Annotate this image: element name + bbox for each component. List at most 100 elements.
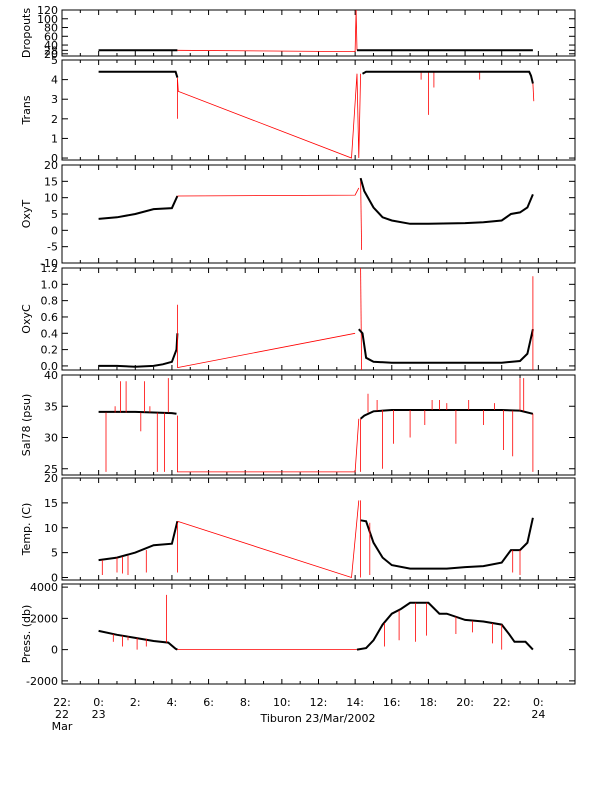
y-tick-label: 28 xyxy=(44,44,58,57)
y-tick-label: 3 xyxy=(51,93,58,106)
data-series-flagged xyxy=(177,415,360,473)
x-tick-label: 12: xyxy=(310,696,328,709)
panel-3: 0.0 0.2 0.4 0.6 0.8 1.0 1.2 OxyC xyxy=(20,262,576,373)
x-tick-label: 14: xyxy=(346,696,364,709)
y-tick-label: 40 xyxy=(44,369,58,382)
y-tick-label: 4 xyxy=(51,74,58,87)
y-tick-label: 5 xyxy=(51,208,58,221)
panels-group: 2028406080100120Dropouts012345Trans-10-5… xyxy=(20,4,576,688)
x-tick-label: 16: xyxy=(383,696,401,709)
x-tick-label: 22: xyxy=(53,696,71,709)
panel-4: 25 30 35 40 Sal78 (psu) xyxy=(20,369,576,476)
data-series-flagged xyxy=(360,178,362,250)
data-series-good xyxy=(98,521,179,562)
y-tick-label: 0 xyxy=(51,572,58,585)
y-tick-label: 80 xyxy=(44,22,58,35)
y-tick-label: 0.6 xyxy=(41,311,59,324)
y-tick-label: 60 xyxy=(44,30,58,43)
x-tick-label: 24 xyxy=(531,708,545,721)
y-tick-label: 15 xyxy=(44,497,58,510)
y-tick-label: 15 xyxy=(44,175,58,188)
y-tick-label: -5 xyxy=(47,241,58,254)
data-series-good xyxy=(358,328,534,364)
y-tick-label: 5 xyxy=(51,547,58,560)
y-tick-label: 0.8 xyxy=(41,295,59,308)
figure-caption: Tiburon 23/Mar/2002 xyxy=(259,712,375,725)
x-tick-label: 23 xyxy=(92,708,106,721)
x-tick-label: 22 xyxy=(55,708,69,721)
y-tick-label: 0 xyxy=(51,224,58,237)
x-tick-label: 6: xyxy=(203,696,214,709)
x-tick-label: 18: xyxy=(420,696,438,709)
y-tick-label: 10 xyxy=(44,522,58,535)
y-tick-label: 20 xyxy=(44,48,58,61)
x-tick-label: Mar xyxy=(52,720,73,733)
y-axis-label: Press. (db) xyxy=(20,605,33,664)
y-tick-label: 1 xyxy=(51,132,58,145)
data-series-flagged xyxy=(177,73,361,159)
data-series-good xyxy=(98,333,179,368)
data-series-flagged xyxy=(532,83,535,102)
data-series-flagged xyxy=(177,187,360,197)
y-tick-label: 30 xyxy=(44,432,58,445)
y-tick-label: 20 xyxy=(44,472,58,485)
data-series-good xyxy=(98,410,177,415)
x-tick-label: 2: xyxy=(130,696,141,709)
y-tick-label: 0.0 xyxy=(41,360,59,373)
data-series-good xyxy=(359,409,534,420)
x-tick-label: 20: xyxy=(456,696,474,709)
data-series-flagged xyxy=(177,10,358,53)
data-series-good xyxy=(98,629,178,651)
y-tick-label: 1.2 xyxy=(41,262,59,275)
x-tick-label: 8: xyxy=(240,696,251,709)
y-tick-label: 120 xyxy=(37,4,58,17)
x-tick-label: 0: xyxy=(93,696,104,709)
data-series-good xyxy=(362,70,534,84)
y-tick-label: 20 xyxy=(44,159,58,172)
y-tick-label: 0 xyxy=(51,152,58,165)
y-tick-label: 2 xyxy=(51,113,58,126)
data-series-good xyxy=(98,70,179,78)
y-tick-label: 100 xyxy=(37,13,58,26)
y-tick-label: 40 xyxy=(44,39,58,52)
x-tick-label: 4: xyxy=(167,696,178,709)
y-tick-label: 0 xyxy=(51,644,58,657)
y-tick-label: -2000 xyxy=(26,675,58,688)
panel-2: -10 -5 0 5 10 15 20 OxyT xyxy=(20,159,576,270)
y-axis-label: Dropouts xyxy=(20,8,33,58)
panel-6: -2000 0 2000 4000 Press. (db) xyxy=(20,581,576,688)
panel-frame xyxy=(61,477,576,581)
x-tick-label: 10: xyxy=(273,696,291,709)
data-series-good xyxy=(98,195,179,220)
y-tick-label: 0.2 xyxy=(41,344,59,357)
y-axis-label: OxyT xyxy=(20,200,33,229)
y-tick-label: -10 xyxy=(40,257,58,270)
panel-frame xyxy=(61,267,576,371)
data-series-good xyxy=(360,517,534,570)
panel-frame xyxy=(61,9,576,57)
panel-frame xyxy=(61,374,576,476)
y-tick-label: 10 xyxy=(44,192,58,205)
y-tick-label: 1.0 xyxy=(41,278,59,291)
data-series-good xyxy=(356,601,534,651)
panel-1: 0 1 2 3 4 5 Trans xyxy=(20,54,576,165)
y-tick-label: 35 xyxy=(44,400,58,413)
panel-frame xyxy=(61,583,576,685)
y-tick-label: 5 xyxy=(51,54,58,67)
y-axis-label: Trans xyxy=(20,95,33,125)
y-tick-label: 4000 xyxy=(30,581,58,594)
data-series-good xyxy=(359,177,534,225)
data-series-flagged xyxy=(177,500,360,579)
y-tick-label: 2000 xyxy=(30,612,58,625)
y-axis-label: OxyC xyxy=(20,304,33,334)
y-tick-label: 25 xyxy=(44,463,58,476)
x-tick-label: 0: xyxy=(533,696,544,709)
y-axis-label: Sal78 (psu) xyxy=(20,394,33,457)
panel-5: 0 5 10 15 20 Temp. (C) xyxy=(20,472,576,585)
data-series-flagged xyxy=(177,332,356,368)
y-tick-label: 0.4 xyxy=(41,327,59,340)
data-series-flagged xyxy=(360,268,362,370)
